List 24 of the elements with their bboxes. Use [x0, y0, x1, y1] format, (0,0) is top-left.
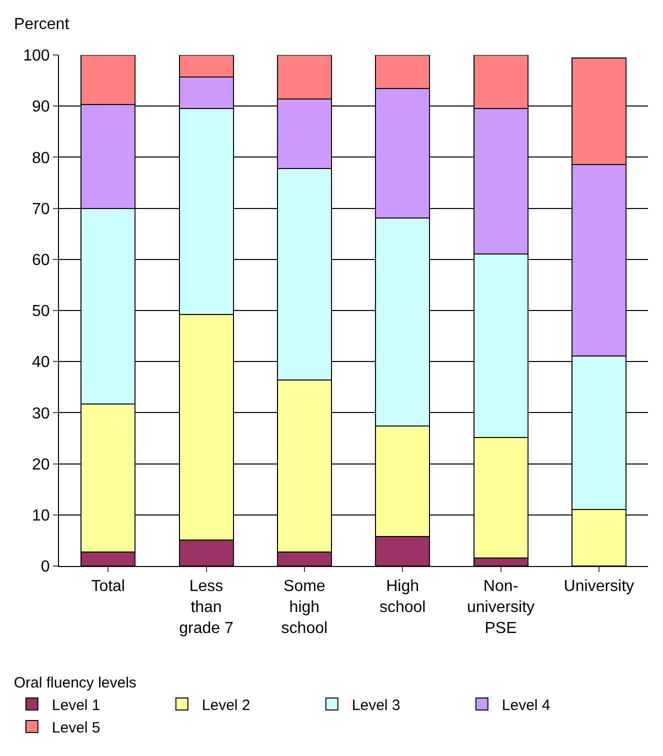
y-tick-label: 40 [32, 354, 50, 372]
y-tick-label: 0 [40, 558, 50, 576]
x-tick-label: Some high school [281, 578, 328, 637]
legend-label: Level 2 [202, 696, 250, 714]
y-tick-label: 20 [32, 456, 50, 474]
legend-label: Level 1 [52, 696, 100, 714]
y-tick-label: 10 [32, 508, 50, 524]
x-tick-label: Non- university PSE [466, 578, 535, 637]
legend-title: Oral fluency levels [14, 674, 136, 692]
y-tick-label: 30 [32, 405, 50, 422]
y-tick-label: 80 [32, 150, 50, 167]
y-tick-label: 70 [32, 200, 50, 218]
x-tick-label: High school [379, 578, 426, 616]
legend-label: Level 5 [52, 719, 100, 736]
x-tick-label: University [564, 578, 634, 596]
y-tick-label: 90 [32, 98, 50, 116]
y-tick-label: 60 [32, 252, 50, 269]
y-axis-title: Percent [14, 16, 70, 33]
legend-label: Level 3 [352, 696, 400, 714]
y-tick-label: 50 [32, 303, 50, 320]
x-tick-label: Total [91, 578, 125, 596]
y-tick-label: 100 [23, 48, 50, 65]
x-tick-label: Less than grade 7 [179, 578, 234, 637]
legend-label: Level 4 [502, 696, 550, 714]
